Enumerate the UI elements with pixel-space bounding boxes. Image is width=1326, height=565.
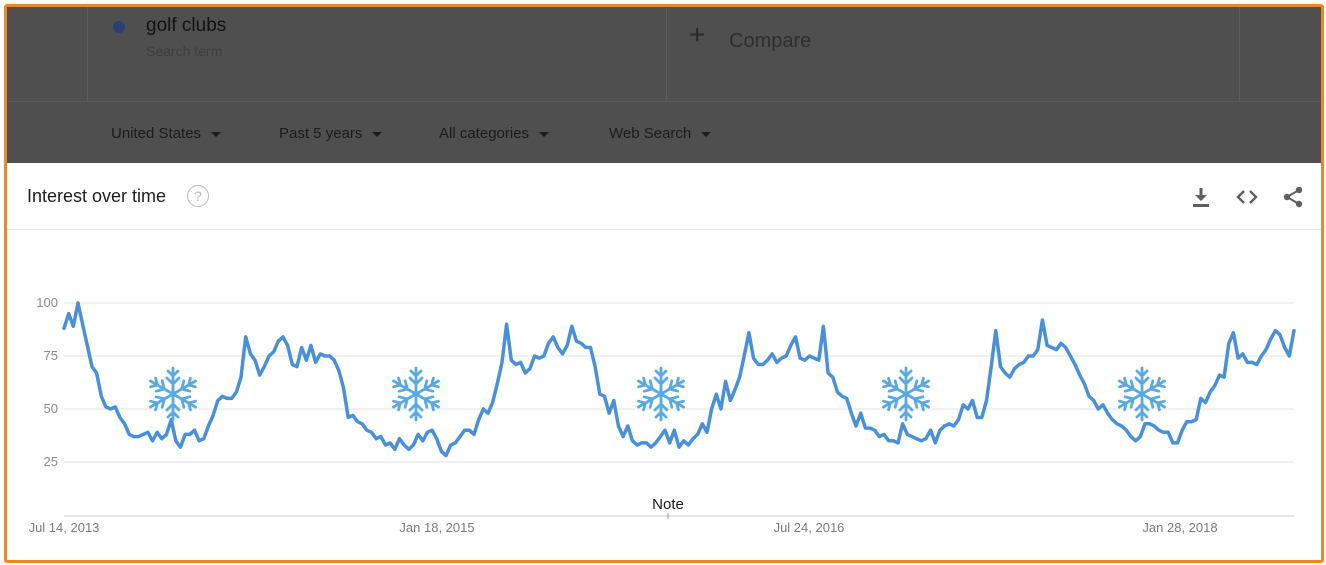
search-type-dropdown[interactable]: Web Search bbox=[609, 125, 712, 142]
search-header: golf clubs Search term + Compare United … bbox=[7, 7, 1321, 163]
x-tick-label: Jul 24, 2016 bbox=[774, 520, 845, 535]
chevron-down-icon bbox=[211, 131, 222, 137]
series-color-dot bbox=[113, 21, 125, 33]
search-term-card[interactable]: golf clubs Search term bbox=[87, 7, 667, 101]
help-icon[interactable]: ? bbox=[187, 185, 209, 207]
snowflake-icon bbox=[1118, 366, 1166, 422]
share-icon[interactable] bbox=[1281, 185, 1305, 209]
category-dropdown[interactable]: All categories bbox=[439, 125, 550, 142]
card-separator bbox=[7, 229, 1321, 230]
y-tick-label: 50 bbox=[44, 401, 58, 416]
series-line bbox=[62, 301, 1296, 458]
snowflake-icon bbox=[392, 366, 440, 422]
note-label: Note bbox=[652, 496, 684, 513]
snowflake-icon bbox=[882, 366, 930, 422]
header-separator bbox=[7, 101, 1321, 102]
add-icon[interactable]: + bbox=[689, 19, 706, 50]
interest-over-time-chart: 25 50 75 100 Jul 14, 2013 Jan 18, 2015 Jul 24,… bbox=[29, 295, 1296, 535]
y-tick-label: 75 bbox=[44, 348, 58, 363]
chevron-down-icon bbox=[539, 131, 550, 137]
snowflake-icon bbox=[637, 366, 685, 422]
x-tick-label: Jan 18, 2015 bbox=[399, 520, 474, 535]
search-term-name[interactable]: golf clubs bbox=[146, 15, 227, 36]
x-tick-label: Jan 28, 2018 bbox=[1142, 520, 1217, 535]
chevron-down-icon bbox=[701, 131, 712, 137]
x-tick-label: Jul 14, 2013 bbox=[29, 520, 100, 535]
search-term-caption: Search term bbox=[146, 43, 223, 59]
search-type-label: Web Search bbox=[609, 125, 692, 142]
time-range-label: Past 5 years bbox=[279, 125, 363, 142]
header-divider bbox=[1239, 7, 1240, 101]
screenshot-frame: golf clubs Search term + Compare United … bbox=[4, 4, 1324, 563]
y-tick-label: 25 bbox=[44, 454, 58, 469]
time-range-dropdown[interactable]: Past 5 years bbox=[279, 125, 383, 142]
embed-icon[interactable] bbox=[1235, 185, 1259, 209]
snowflake-icon bbox=[149, 366, 197, 422]
download-icon[interactable] bbox=[1189, 185, 1213, 209]
compare-button[interactable]: Compare bbox=[729, 30, 812, 52]
region-label: United States bbox=[111, 125, 202, 142]
chevron-down-icon bbox=[372, 131, 383, 137]
card-title: Interest over time bbox=[27, 186, 167, 206]
region-dropdown[interactable]: United States bbox=[111, 125, 222, 142]
category-label: All categories bbox=[439, 125, 530, 142]
y-tick-label: 100 bbox=[36, 295, 58, 310]
